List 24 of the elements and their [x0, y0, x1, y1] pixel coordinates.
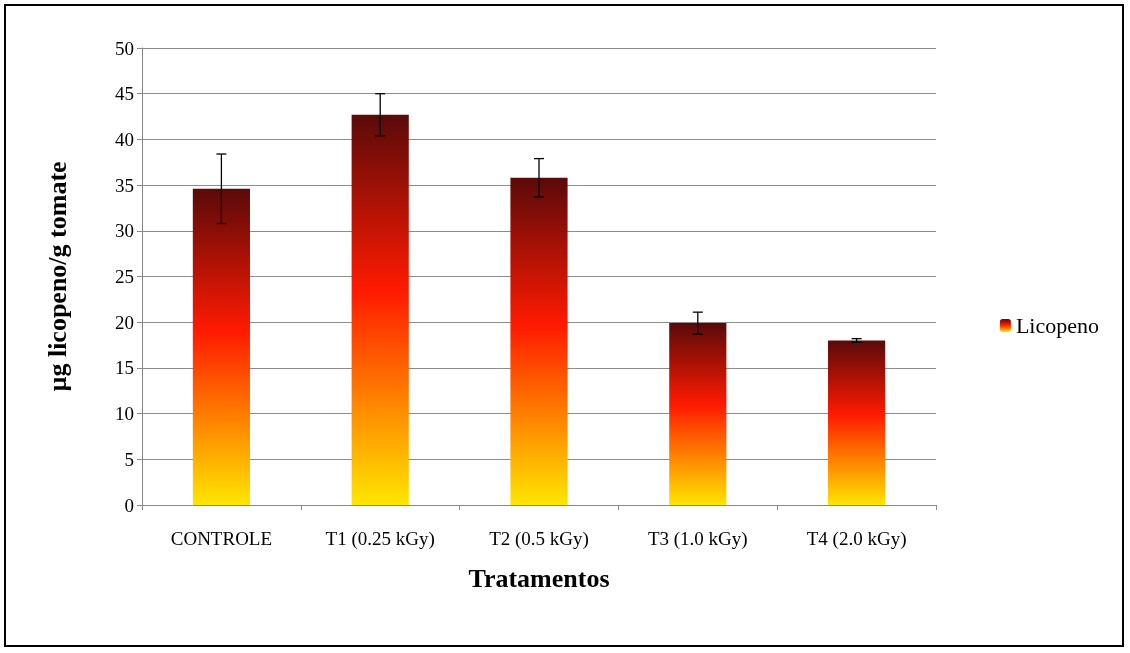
y-tick-label: 15 [115, 357, 134, 379]
x-tick-label: T3 (1.0 kGy) [647, 528, 748, 550]
x-tick-label: T4 (2.0 kGy) [806, 528, 907, 550]
x-tick-label: CONTROLE [170, 528, 273, 549]
bar [828, 340, 886, 505]
bar [351, 114, 409, 505]
bar [192, 188, 250, 505]
y-tick-label: 5 [124, 448, 134, 470]
bar [669, 323, 727, 505]
x-tick-label: T1 (0.25 kGy) [325, 528, 435, 550]
y-tick-label: 40 [115, 128, 134, 150]
y-tick-label: 25 [115, 266, 134, 287]
bar [510, 177, 568, 505]
x-tick-label: T2 (0.5 kGy) [489, 528, 589, 550]
y-tick-label: 50 [115, 37, 134, 59]
y-tick-label: 20 [115, 311, 134, 333]
y-tick-label: 10 [115, 403, 134, 425]
y-tick-label: 45 [115, 83, 134, 105]
x-axis-title: Tratamentos [468, 563, 610, 593]
y-tick-label: 30 [115, 220, 134, 242]
legend-label: Licopeno [1015, 313, 1100, 338]
y-tick-label: 35 [115, 174, 134, 196]
y-tick-label: 0 [124, 494, 134, 516]
y-axis-title: µg licopeno/g tomate [42, 161, 72, 392]
